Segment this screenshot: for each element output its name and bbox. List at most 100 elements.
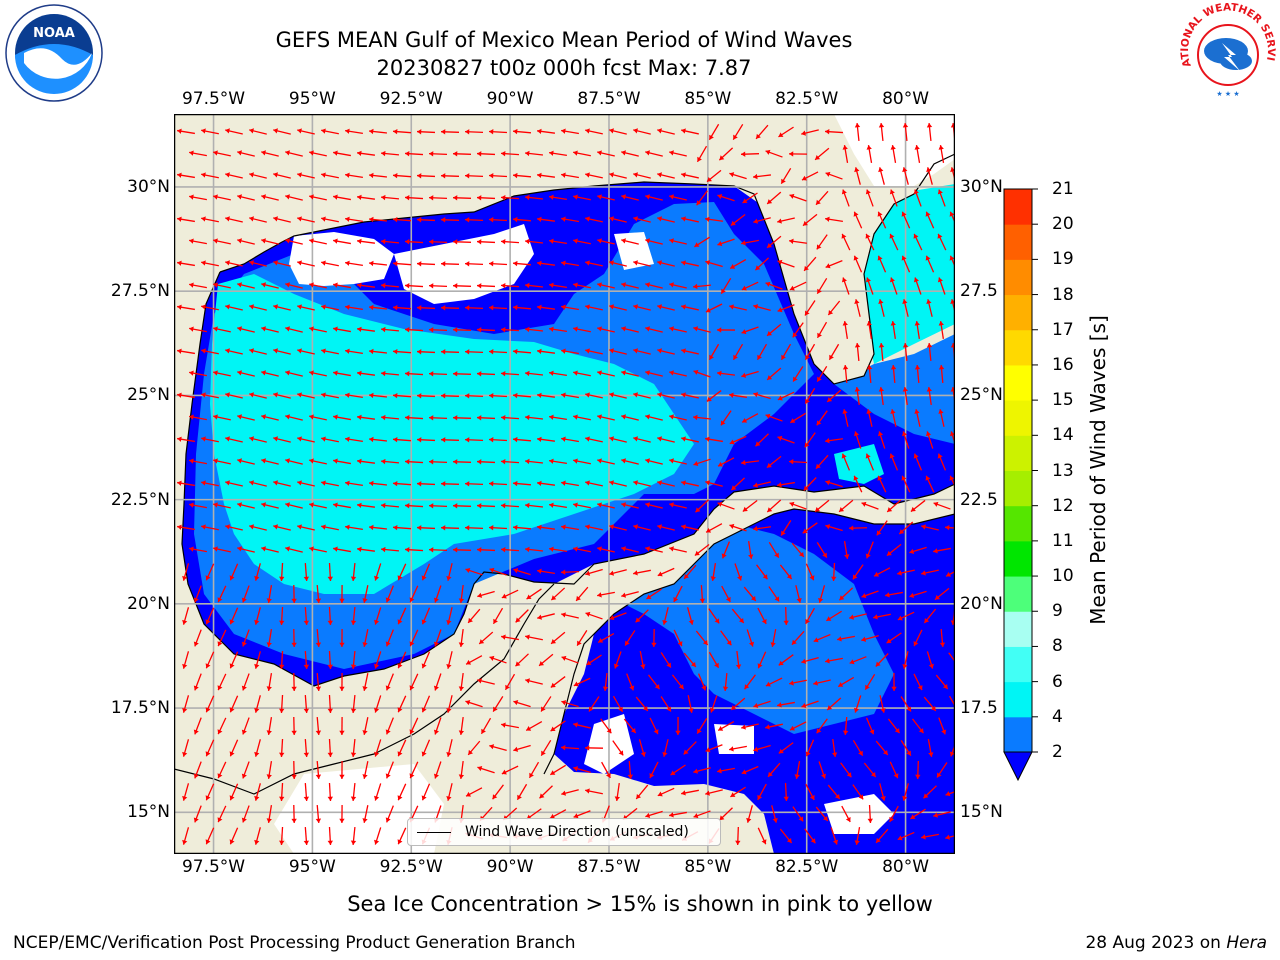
wave-direction-arrow [392, 524, 412, 531]
wave-direction-arrow [734, 563, 743, 581]
wave-direction-arrow [645, 238, 663, 245]
wave-direction-arrow [512, 524, 532, 531]
wave-direction-arrow [633, 480, 651, 487]
wave-direction-arrow [801, 129, 819, 136]
wave-direction-arrow [237, 326, 255, 333]
wave-direction-arrow [321, 128, 339, 135]
wave-direction-arrow [662, 607, 669, 625]
wave-direction-arrow [279, 606, 285, 626]
wave-direction-arrow [237, 458, 255, 465]
wave-direction-arrow [213, 326, 231, 333]
wave-direction-arrow [315, 672, 322, 692]
wave-direction-arrow [488, 129, 508, 135]
wave-direction-arrow [933, 811, 951, 818]
wave-direction-arrow [709, 695, 718, 713]
wave-direction-arrow [842, 409, 849, 427]
wave-direction-arrow [777, 259, 795, 268]
wave-direction-arrow [849, 656, 867, 665]
wave-direction-arrow [291, 760, 297, 780]
lon-tick-bottom: 90°W [486, 857, 534, 877]
wave-direction-arrow [913, 673, 923, 691]
colorbar-segment [1004, 329, 1032, 366]
wave-direction-arrow [673, 585, 683, 603]
wave-direction-arrow [333, 502, 351, 509]
colorbar-under-extension [1003, 751, 1033, 782]
wave-direction-arrow [549, 764, 567, 776]
wave-direction-arrow [380, 238, 400, 245]
wave-direction-arrow [627, 760, 634, 780]
wave-direction-arrow [467, 740, 481, 756]
wave-direction-arrow [755, 124, 769, 140]
wave-direction-arrow [621, 194, 639, 201]
wave-direction-arrow [368, 172, 388, 179]
wave-direction-arrow [635, 696, 649, 712]
wave-direction-arrow [921, 524, 939, 531]
wave-direction-arrow [561, 700, 579, 708]
wave-direction-arrow [891, 672, 897, 692]
wave-direction-arrow [866, 145, 873, 163]
wave-direction-arrow [433, 585, 442, 603]
wave-direction-arrow [458, 760, 465, 780]
wave-direction-arrow [285, 194, 303, 201]
wave-direction-arrow [735, 826, 741, 846]
wave-direction-arrow [333, 150, 351, 157]
wave-direction-arrow [217, 585, 227, 603]
wave-direction-arrow [635, 784, 649, 800]
wave-direction-arrow [794, 761, 801, 779]
wave-direction-arrow [201, 348, 219, 355]
wave-direction-arrow [730, 477, 746, 491]
wave-direction-arrow [356, 414, 376, 421]
wave-direction-arrow [777, 217, 795, 224]
wave-direction-arrow [878, 386, 885, 406]
wave-direction-arrow [339, 672, 345, 692]
wave-direction-arrow [321, 392, 339, 399]
wave-direction-arrow [488, 437, 508, 443]
wave-direction-arrow [501, 765, 519, 775]
wave-direction-arrow [285, 546, 303, 553]
wave-direction-arrow [778, 742, 794, 754]
wave-direction-arrow [524, 370, 544, 377]
wave-direction-arrow [213, 502, 231, 509]
wave-direction-arrow [729, 258, 747, 270]
wave-direction-arrow [732, 123, 744, 141]
wave-direction-arrow [536, 128, 556, 135]
wave-direction-arrow [515, 653, 529, 667]
wave-direction-arrow [704, 216, 724, 223]
wave-direction-arrow [722, 672, 729, 692]
wave-direction-arrow [452, 547, 472, 553]
wave-direction-arrow [416, 525, 436, 531]
wave-direction-arrow [356, 502, 376, 509]
wave-direction-arrow [766, 367, 782, 381]
wave-direction-arrow [621, 150, 639, 157]
wave-direction-arrow [741, 239, 759, 246]
wave-direction-arrow [609, 480, 627, 487]
wave-direction-arrow [536, 524, 556, 531]
lon-tick-bottom: 82.5°W [775, 857, 839, 877]
wave-direction-arrow [465, 567, 483, 576]
wave-direction-arrow [477, 590, 495, 598]
wave-direction-arrow [237, 150, 255, 157]
wave-direction-arrow [804, 343, 816, 361]
wave-direction-arrow [205, 651, 215, 669]
wave-direction-arrow [801, 171, 819, 181]
wave-direction-arrow [561, 216, 579, 223]
wave-direction-arrow [279, 782, 285, 802]
wave-direction-arrow [681, 480, 699, 487]
wave-direction-arrow [649, 717, 659, 735]
wave-direction-arrow [877, 431, 886, 449]
colorbar-segment [1004, 470, 1032, 507]
wave-direction-arrow [609, 304, 627, 311]
wave-direction-arrow [909, 590, 927, 598]
wave-direction-arrow [730, 214, 746, 226]
wave-direction-arrow [877, 255, 887, 273]
wave-direction-arrow [266, 717, 273, 735]
wave-direction-arrow [321, 216, 339, 223]
wave-direction-arrow [925, 255, 935, 273]
wave-direction-arrow [705, 480, 723, 487]
wave-direction-arrow [927, 739, 934, 757]
wave-direction-arrow [633, 172, 651, 179]
wave-direction-arrow [356, 546, 376, 553]
wave-direction-arrow [669, 238, 687, 245]
wave-direction-arrow [356, 458, 376, 465]
wave-direction-arrow [561, 172, 579, 179]
